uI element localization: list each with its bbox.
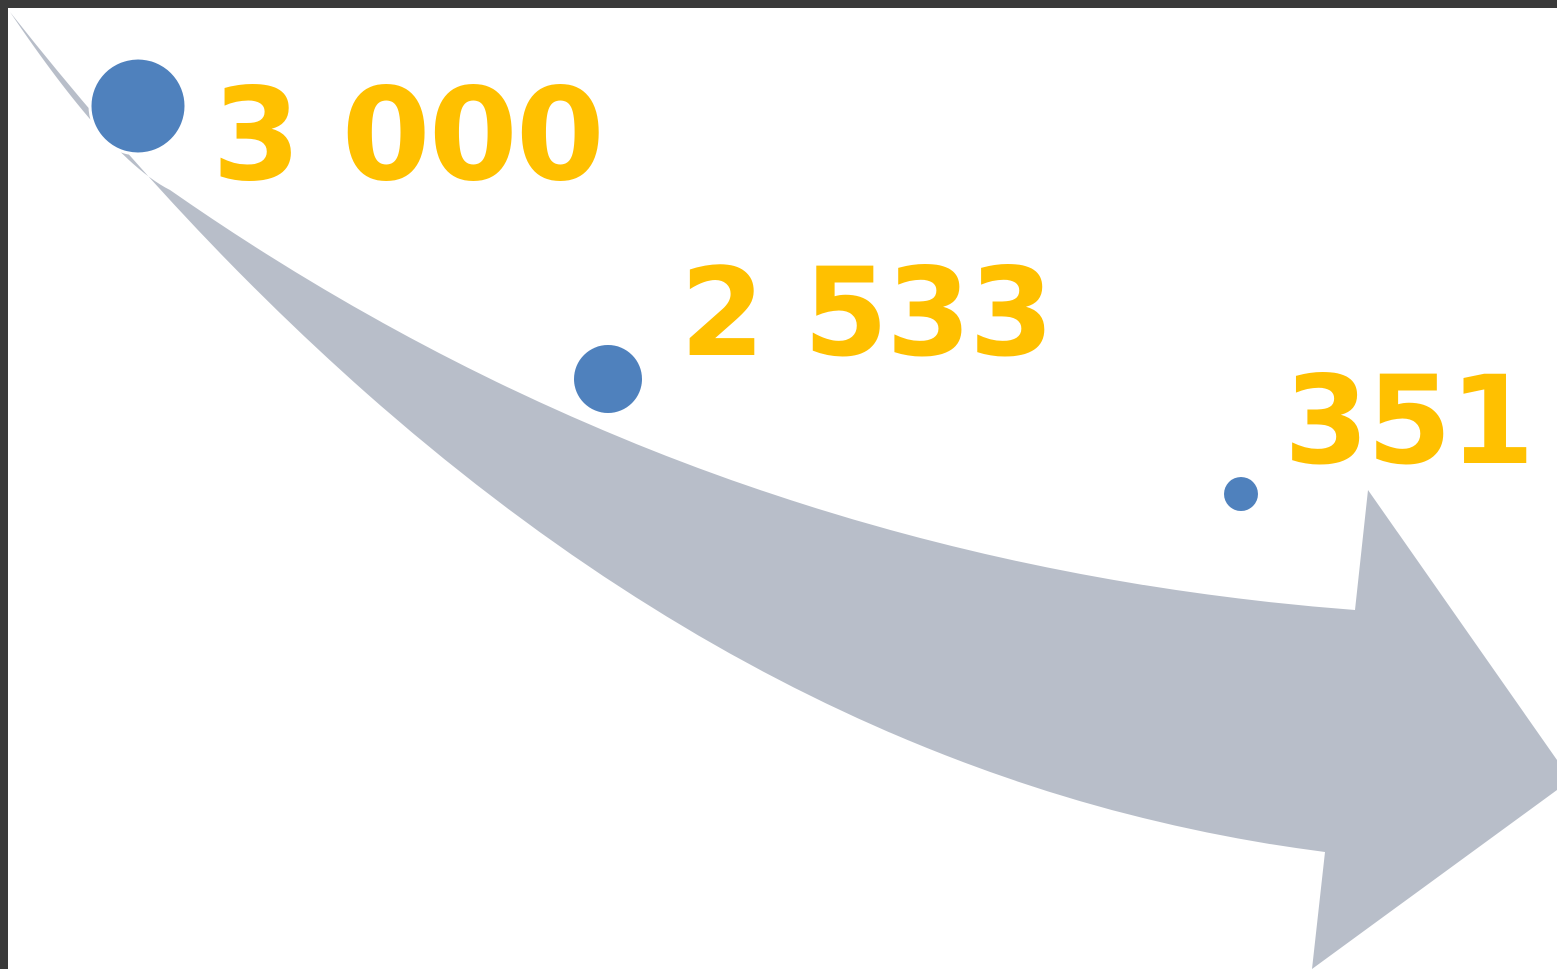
data-point-dot xyxy=(1224,477,1258,511)
value-label: 3 000 xyxy=(212,61,605,210)
descending-curved-arrow xyxy=(10,12,1557,969)
value-label: 2 533 xyxy=(680,242,1054,384)
value-label: 351 xyxy=(1284,350,1535,492)
data-point-dot xyxy=(574,345,642,413)
data-point-dot xyxy=(88,56,188,156)
